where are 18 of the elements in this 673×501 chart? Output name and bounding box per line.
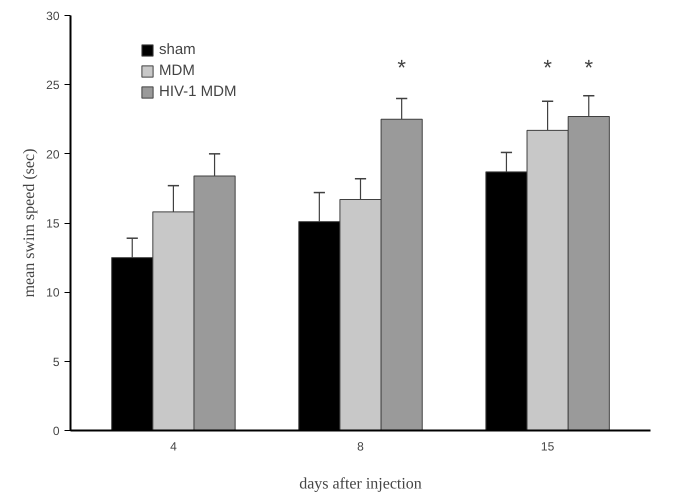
x-axis-title: days after injection (299, 476, 422, 492)
annotation: * (397, 55, 406, 80)
x-tick-label: 15 (540, 440, 555, 454)
y-tick-label: 0 (52, 424, 60, 438)
y-tick-label: 10 (46, 286, 60, 300)
y-tick-label: 30 (46, 9, 60, 23)
annotation: * (543, 55, 552, 80)
legend-label: HIV-1 MDM (159, 83, 237, 100)
annotation: * (584, 55, 594, 80)
legend-label: MDM (159, 62, 195, 79)
y-tick-label: 25 (46, 78, 60, 92)
legend-label: sham (159, 41, 196, 58)
y-tick-label: 5 (52, 354, 60, 369)
x-tick-label: 8 (357, 440, 364, 454)
y-tick-label: 15 (46, 216, 60, 230)
y-axis-title: mean swim speed (sec) (21, 148, 38, 298)
y-tick-label: 20 (46, 147, 60, 162)
x-tick-label: 4 (170, 440, 178, 454)
